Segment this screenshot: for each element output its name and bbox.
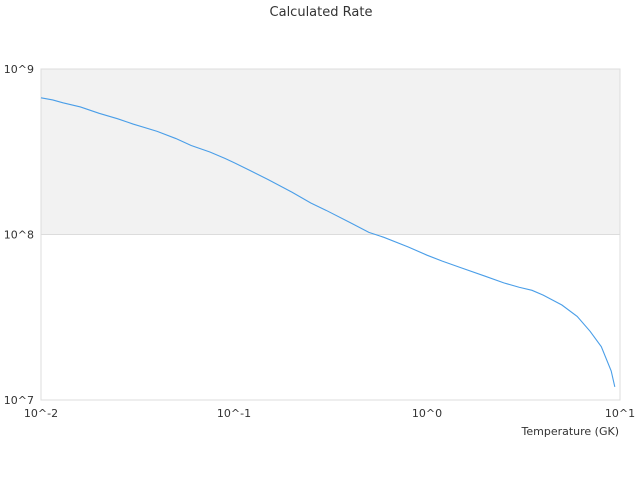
x-tick-label: 10^-1	[217, 407, 251, 420]
series-line	[40, 97, 616, 388]
x-tick-label: 10^-2	[24, 407, 58, 420]
chart-title: Calculated Rate	[270, 5, 373, 20]
y-tick-labels: 10^7 10^8 10^9	[4, 63, 620, 407]
x-tick-label: 10^0	[412, 407, 442, 420]
x-tick-label: 10^1	[605, 407, 635, 420]
y-tick-label: 10^7	[4, 394, 34, 407]
shaded-band	[41, 69, 620, 235]
y-tick-label: 10^8	[4, 229, 34, 242]
x-axis-title: Temperature (GK)	[521, 425, 620, 438]
x-tick-labels: 10^-2 10^-1 10^0 10^1	[24, 407, 635, 420]
y-tick-label: 10^9	[4, 63, 34, 76]
